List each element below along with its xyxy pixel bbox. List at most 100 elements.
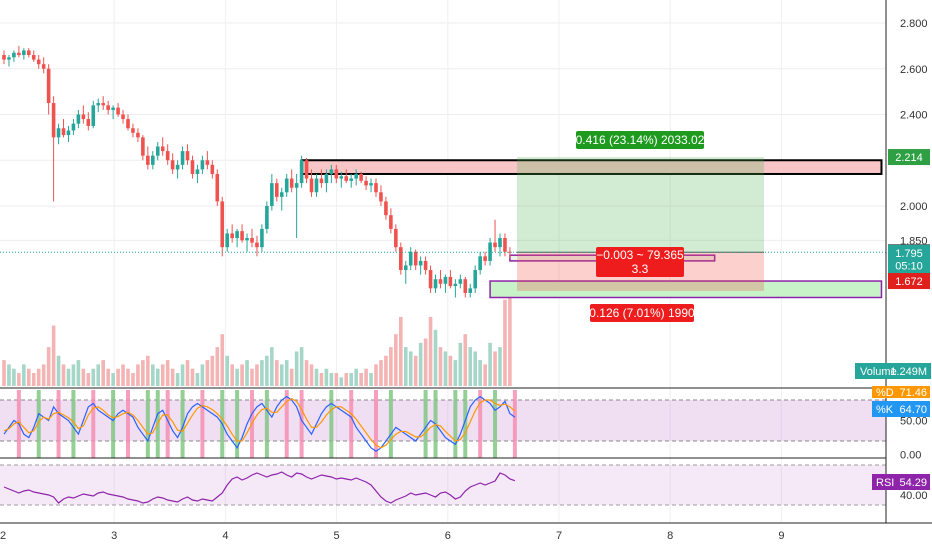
candle-body — [195, 169, 200, 174]
candle-body — [185, 151, 190, 161]
volume-bar — [498, 347, 502, 386]
volume-bar — [438, 347, 443, 386]
stochastic-signal-bar — [374, 390, 378, 458]
candle-body — [289, 178, 294, 188]
candle-body — [27, 50, 31, 56]
price-axis-tick-label: 2.000 — [900, 201, 928, 213]
stochastic-axis-tick-label: 50.00 — [900, 416, 928, 428]
volume-bar — [46, 347, 51, 386]
candle-body — [458, 279, 463, 284]
candle-body — [498, 238, 502, 248]
time-axis-tick-label: 9 — [778, 530, 784, 542]
candle-body — [369, 183, 373, 186]
stochastic-signal-bar — [36, 390, 41, 458]
candle-body — [190, 160, 195, 174]
stochastic-signal-bar — [463, 390, 468, 458]
volume-bar — [76, 360, 81, 386]
candle-body — [403, 265, 408, 271]
volume-bar — [215, 347, 220, 386]
stochastic-k-badge-label: %K — [876, 404, 894, 416]
rsi-badge-label: RSI — [876, 477, 894, 489]
volume-bar — [111, 373, 115, 386]
volume-bar — [91, 368, 96, 386]
volume-bar — [468, 347, 473, 386]
volume-bar — [349, 373, 353, 386]
candle-body — [76, 114, 81, 124]
candle-body — [473, 270, 477, 289]
stochastic-signal-bar — [56, 390, 61, 458]
candle-body — [359, 173, 363, 181]
volume-bar — [175, 373, 180, 386]
stochastic-signal-bar — [126, 390, 130, 458]
candle-body — [41, 64, 46, 69]
candle-body — [205, 160, 210, 165]
candle-body — [448, 276, 453, 287]
volume-bar — [384, 355, 388, 386]
volume-bar — [12, 368, 16, 386]
volume-bar — [126, 368, 130, 386]
stochastic-k-badge-value: 64.70 — [899, 404, 927, 416]
volume-bar — [265, 355, 269, 386]
candle-body — [56, 128, 61, 138]
candle-body — [81, 114, 86, 120]
candle-body — [284, 178, 289, 193]
time-axis-tick-label: 3 — [111, 530, 117, 542]
volume-bar — [329, 373, 334, 386]
stochastic-signal-bar — [71, 390, 76, 458]
stochastic-signal-bar — [512, 390, 517, 458]
volume-bar — [190, 368, 195, 386]
volume-bar — [374, 364, 378, 386]
candle-body — [91, 105, 96, 126]
price-axis-tick-label: 2.800 — [900, 18, 928, 30]
volume-bar — [284, 360, 289, 386]
price-badge — [888, 244, 930, 261]
volume-bar — [31, 373, 36, 386]
stochastic-k-line — [3, 395, 516, 452]
volume-bar — [394, 334, 398, 386]
candle-body — [46, 68, 51, 104]
volume-bar — [433, 329, 438, 386]
candle-body — [71, 123, 76, 131]
entry-label-box — [596, 247, 684, 277]
candle-body — [275, 183, 279, 197]
volume-badge-label: Volume — [860, 366, 897, 378]
volume-bar — [160, 364, 165, 386]
candle-body — [106, 105, 110, 110]
stochastic-signal-bar — [478, 390, 483, 458]
volume-bar — [413, 355, 418, 386]
candle-body — [131, 128, 135, 133]
volume-bar — [443, 351, 448, 386]
long-position-profit-zone — [517, 157, 764, 253]
volume-bar — [299, 347, 304, 386]
candle-body — [508, 251, 512, 253]
candle-body — [279, 192, 284, 197]
stochastic-signal-bar — [493, 390, 498, 458]
candle-body — [329, 169, 334, 174]
candle-body — [394, 228, 398, 248]
volume-bar — [61, 364, 66, 386]
volume-bar — [195, 373, 200, 386]
volume-bar — [289, 368, 294, 386]
time-axis-tick-label: 5 — [334, 530, 340, 542]
stochastic-signal-bar — [453, 390, 458, 458]
volume-bar — [379, 360, 383, 386]
candle-body — [324, 173, 329, 184]
candle-body — [364, 180, 368, 186]
candle-body — [463, 279, 468, 293]
volume-bar — [210, 355, 215, 386]
volume-bar — [17, 373, 21, 386]
price-badge — [888, 257, 930, 274]
volume-bar — [304, 360, 309, 386]
time-axis-tick-label: 6 — [445, 530, 451, 542]
target-label-box — [576, 131, 704, 149]
support-resistance-zone — [489, 280, 883, 299]
volume-bar — [369, 373, 373, 386]
candle-body — [31, 55, 36, 60]
candle-body — [389, 215, 393, 229]
rsi-badge-value: 54.29 — [899, 477, 927, 489]
candle-body — [314, 178, 319, 193]
entry-label-line2: 3.3 — [632, 262, 649, 276]
candle-body — [493, 242, 497, 248]
volume-bar — [364, 368, 368, 386]
